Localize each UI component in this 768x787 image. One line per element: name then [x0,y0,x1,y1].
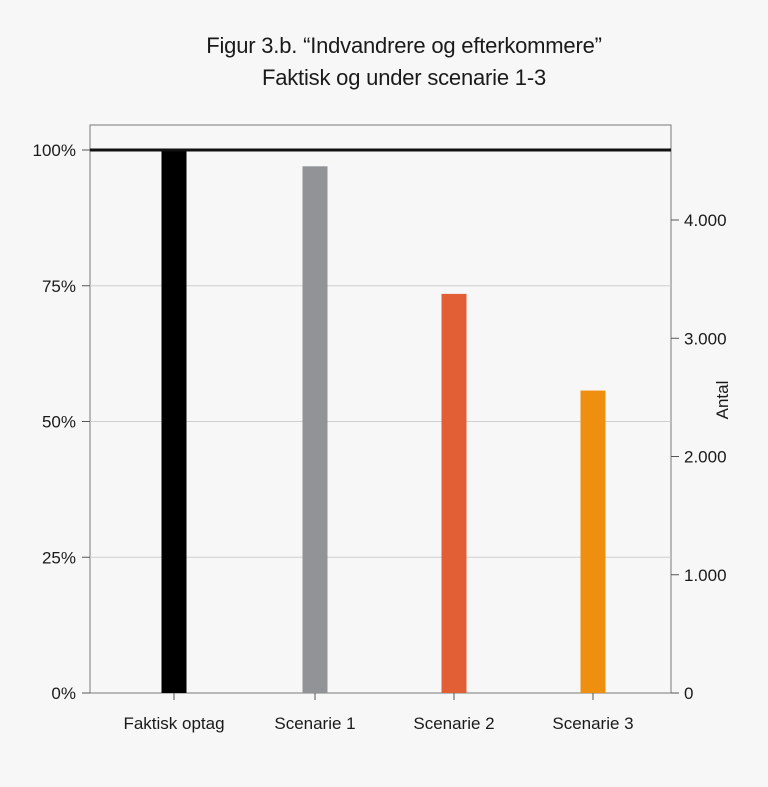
bar [441,293,467,693]
y-left-tick-label: 100% [33,141,76,160]
y-right-tick-label: 4.000 [684,211,727,230]
x-tick-label: Faktisk optag [123,714,224,733]
x-tick-label: Scenarie 2 [413,714,494,733]
x-tick-label: Scenarie 1 [274,714,355,733]
y-right-tick-label: 0 [684,684,693,703]
y-left-tick-label: 0% [51,684,76,703]
chart-title: Figur 3.b. “Indvandrere og efterkommere” [206,33,602,58]
plot-frame [89,124,672,694]
y-right-tick-label: 3.000 [684,329,727,348]
y-left-tick-label: 50% [42,413,76,432]
bar [302,166,328,694]
y-right-tick-label: 2.000 [684,448,727,467]
y-left-tick-label: 75% [42,277,76,296]
chart-subtitle: Faktisk og under scenarie 1-3 [261,65,546,90]
y-right-axis-label: Antal [713,381,732,420]
y-left-tick-label: 25% [42,548,76,567]
x-tick-label: Scenarie 3 [552,714,633,733]
y-right-tick-label: 1.000 [684,566,727,585]
bar [161,150,187,693]
bar [580,390,606,693]
